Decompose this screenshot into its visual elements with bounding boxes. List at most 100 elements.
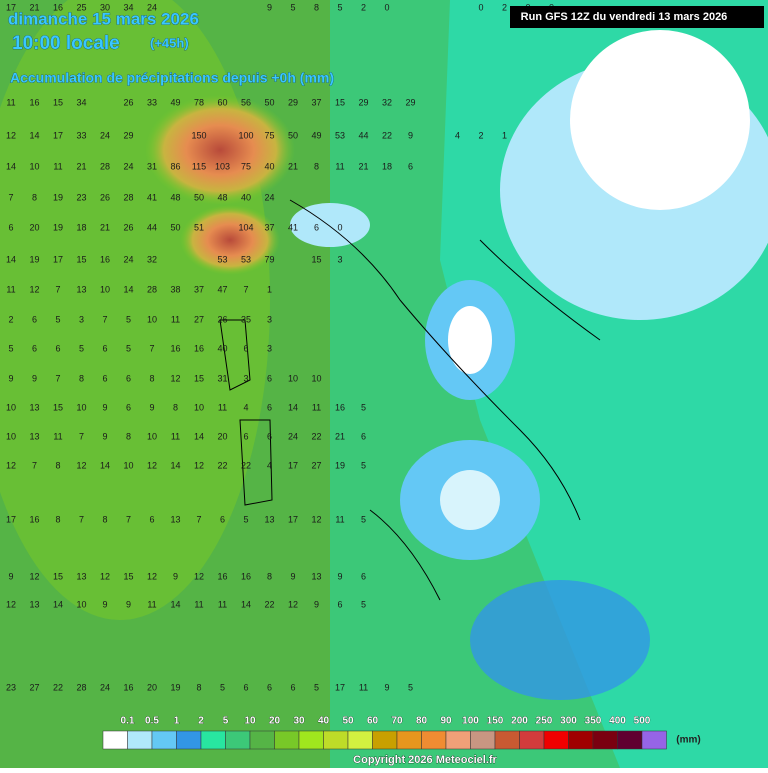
grid-value: 6 xyxy=(220,514,225,524)
grid-value: 6 xyxy=(102,343,107,353)
grid-value: 13 xyxy=(29,431,39,441)
grid-value: 44 xyxy=(358,130,368,140)
grid-value: 37 xyxy=(311,97,321,107)
grid-value: 15 xyxy=(311,254,321,264)
grid-value: 22 xyxy=(241,460,251,470)
grid-value: 7 xyxy=(196,514,201,524)
grid-value: 13 xyxy=(29,599,39,609)
grid-value: 16 xyxy=(123,682,133,692)
grid-value: 0 xyxy=(337,222,342,232)
legend-swatch xyxy=(323,730,349,750)
grid-value: 1 xyxy=(267,284,272,294)
grid-value: 3 xyxy=(267,314,272,324)
grid-value: 22 xyxy=(217,460,227,470)
grid-value: 11 xyxy=(312,402,321,412)
grid-value: 31 xyxy=(217,373,227,383)
grid-value: 9 xyxy=(32,373,37,383)
grid-value: 6 xyxy=(243,682,248,692)
grid-value: 28 xyxy=(76,682,86,692)
grid-value: 0 xyxy=(478,2,483,12)
grid-value: 34 xyxy=(123,2,133,12)
grid-value: 12 xyxy=(6,130,16,140)
grid-value: 12 xyxy=(147,571,157,581)
grid-value: 100 xyxy=(238,130,253,140)
grid-value: 78 xyxy=(194,97,204,107)
grid-value: 20 xyxy=(217,431,227,441)
grid-value: 9 xyxy=(102,431,107,441)
grid-value: 10 xyxy=(147,431,157,441)
grid-value: 6 xyxy=(55,343,60,353)
legend-swatch xyxy=(494,730,520,750)
grid-value: 37 xyxy=(264,222,274,232)
grid-value: 28 xyxy=(123,192,133,202)
grid-value: 29 xyxy=(288,97,298,107)
grid-value: 9 xyxy=(173,571,178,581)
grid-value: 19 xyxy=(335,460,345,470)
grid-value: 8 xyxy=(149,373,154,383)
grid-value: 8 xyxy=(267,571,272,581)
grid-value: 24 xyxy=(123,161,133,171)
grid-value: 11 xyxy=(147,599,156,609)
legend-swatch xyxy=(568,730,594,750)
grid-value: 8 xyxy=(32,192,37,202)
grid-value: 5 xyxy=(314,682,319,692)
grid-value: 14 xyxy=(53,599,63,609)
grid-value: 25 xyxy=(76,2,86,12)
grid-value: 14 xyxy=(100,460,110,470)
legend-label: 250 xyxy=(536,716,553,727)
grid-value: 6 xyxy=(8,222,13,232)
grid-value: 6 xyxy=(361,431,366,441)
grid-value: 8 xyxy=(55,460,60,470)
grid-value: 14 xyxy=(170,460,180,470)
grid-value: 16 xyxy=(241,571,251,581)
grid-value: 6 xyxy=(32,343,37,353)
grid-value: 11 xyxy=(335,161,344,171)
legend-label: 100 xyxy=(462,716,479,727)
legend-swatch xyxy=(396,730,422,750)
copyright: Copyright 2026 Meteociel.fr xyxy=(353,754,497,766)
grid-value: 5 xyxy=(243,514,248,524)
legend-swatch xyxy=(445,730,471,750)
grid-value: 11 xyxy=(171,431,180,441)
grid-value: 28 xyxy=(147,284,157,294)
grid-value: 26 xyxy=(100,192,110,202)
grid-value: 9 xyxy=(290,571,295,581)
grid-value: 5 xyxy=(8,343,13,353)
grid-value: 9 xyxy=(8,373,13,383)
grid-value: 48 xyxy=(217,192,227,202)
grid-value: 16 xyxy=(53,2,63,12)
heavy-rain xyxy=(145,95,295,205)
grid-value: 14 xyxy=(194,431,204,441)
grid-value: 8 xyxy=(79,373,84,383)
grid-value: 6 xyxy=(267,402,272,412)
grid-value: 13 xyxy=(311,571,321,581)
grid-value: 6 xyxy=(267,682,272,692)
grid-value: 22 xyxy=(311,431,321,441)
grid-value: 19 xyxy=(170,682,180,692)
grid-value: 5 xyxy=(290,2,295,12)
grid-value: 51 xyxy=(194,222,204,232)
legend-label: 150 xyxy=(487,716,504,727)
grid-value: 3 xyxy=(337,254,342,264)
grid-value: 23 xyxy=(6,682,16,692)
grid-value: 8 xyxy=(55,514,60,524)
grid-value: 10 xyxy=(311,373,321,383)
grid-value: 29 xyxy=(123,130,133,140)
grid-value: 14 xyxy=(6,161,16,171)
grid-value: 9 xyxy=(8,571,13,581)
dry-area xyxy=(470,580,650,700)
grid-value: 50 xyxy=(170,222,180,232)
grid-value: 12 xyxy=(100,571,110,581)
grid-value: 75 xyxy=(264,130,274,140)
grid-value: 29 xyxy=(358,97,368,107)
grid-value: 21 xyxy=(29,2,39,12)
grid-value: 6 xyxy=(102,373,107,383)
grid-value: 31 xyxy=(147,161,157,171)
grid-value: 8 xyxy=(314,161,319,171)
grid-value: 7 xyxy=(55,373,60,383)
legend-label: 60 xyxy=(367,716,379,727)
grid-value: 11 xyxy=(6,97,15,107)
legend-swatch xyxy=(249,730,275,750)
grid-value: 9 xyxy=(102,599,107,609)
grid-value: 21 xyxy=(76,161,86,171)
